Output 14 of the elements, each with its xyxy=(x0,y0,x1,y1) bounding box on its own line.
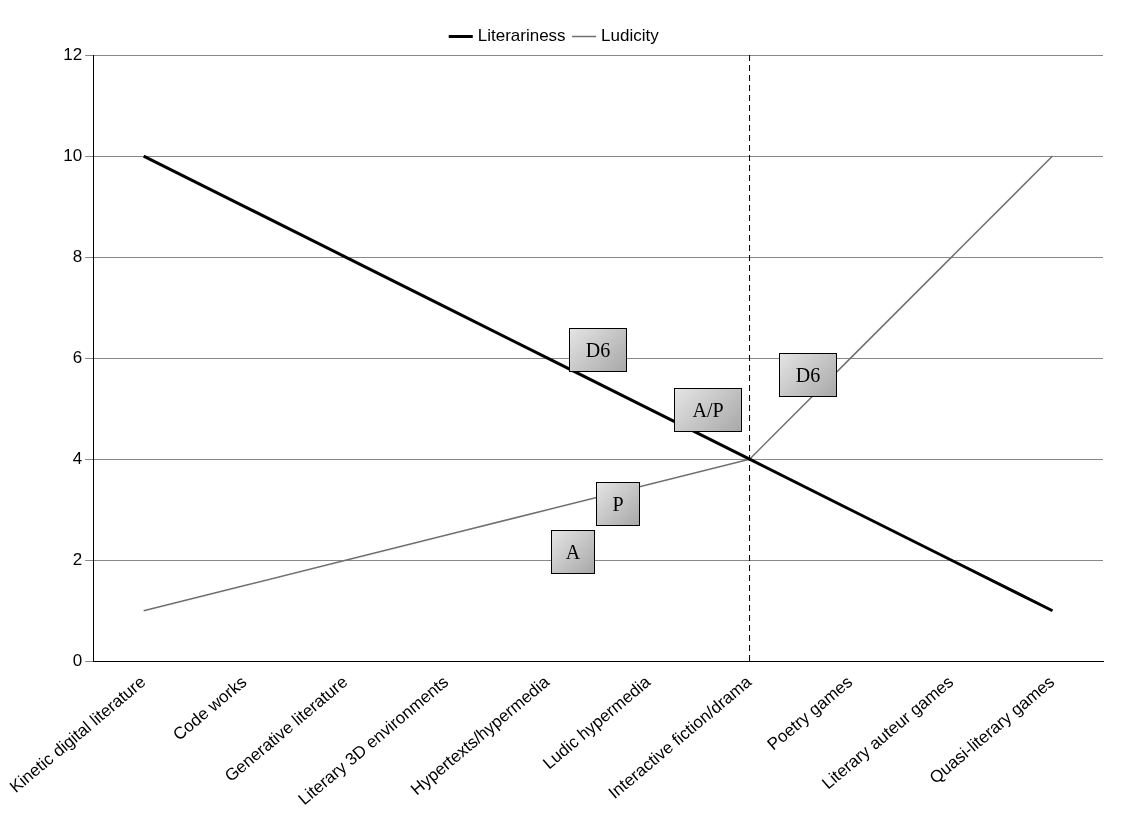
y-tick-label: 2 xyxy=(72,549,83,569)
y-tick-label: 10 xyxy=(63,145,83,165)
annotation: A/P xyxy=(674,388,742,432)
legend-label: Literariness xyxy=(477,26,566,46)
legend-label: Ludicity xyxy=(601,26,660,46)
y-tick-label: 4 xyxy=(72,448,83,468)
annotation: D6 xyxy=(569,328,627,372)
y-tick-label: 12 xyxy=(63,44,83,64)
annotation: A xyxy=(551,530,595,574)
y-tick-label: 8 xyxy=(72,246,83,266)
annotation: D6 xyxy=(779,353,837,397)
annotation: P xyxy=(596,482,640,526)
y-tick-label: 6 xyxy=(72,347,83,367)
y-tick-label: 0 xyxy=(72,650,83,670)
